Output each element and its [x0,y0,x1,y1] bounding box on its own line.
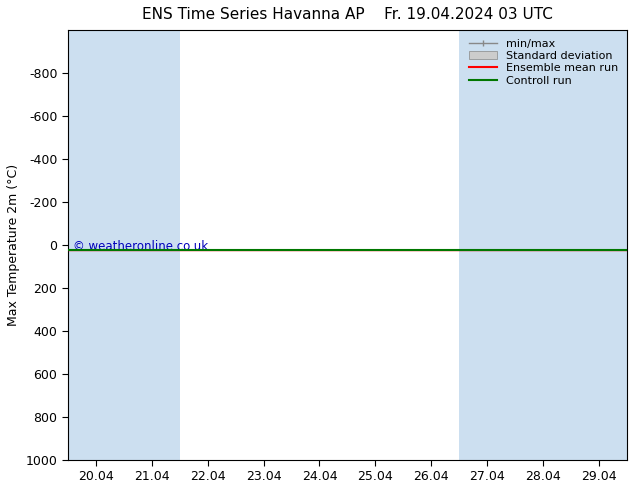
Bar [459,30,515,460]
Bar [515,30,571,460]
Bar [124,30,179,460]
Legend: min/max, Standard deviation, Ensemble mean run, Controll run: min/max, Standard deviation, Ensemble me… [466,36,621,89]
Bar [68,30,124,460]
Text: © weatheronline.co.uk: © weatheronline.co.uk [74,241,209,253]
Bar [571,30,627,460]
Title: ENS Time Series Havanna AP    Fr. 19.04.2024 03 UTC: ENS Time Series Havanna AP Fr. 19.04.202… [142,7,553,22]
Y-axis label: Max Temperature 2m (°C): Max Temperature 2m (°C) [7,164,20,326]
